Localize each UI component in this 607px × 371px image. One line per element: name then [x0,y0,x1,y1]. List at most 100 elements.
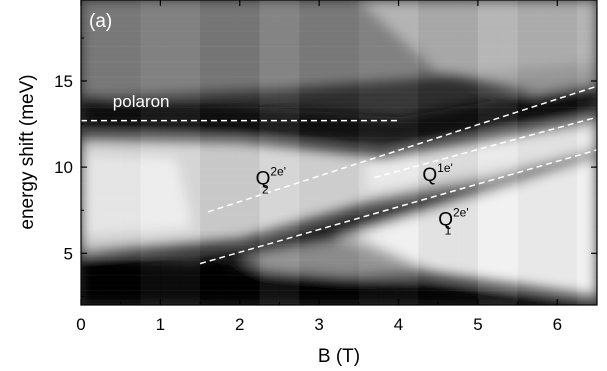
noise-row [81,254,597,255]
x-tick-label: 1 [156,315,165,334]
noise-row [81,239,597,240]
noise-row [81,167,597,169]
noise-row [81,36,597,37]
noise-row [81,234,597,235]
dark-diagonal-band [200,149,597,271]
field-column [497,0,518,305]
field-column [219,0,240,305]
noise-row [81,56,597,57]
q2-label: Q2e' 2 [256,164,286,196]
noise-row [81,61,597,63]
noise-row [81,127,597,128]
x-axis: 0 1 2 3 4 5 6 [76,0,562,334]
field-column [398,0,419,305]
x-tick-label: 2 [235,315,244,334]
lower-mid-region [239,236,439,278]
middle-light-core [366,127,597,192]
noise-row [81,244,597,246]
noise-row [81,106,597,108]
noise-row [81,91,597,93]
x-axis-title: B (T) [318,346,360,367]
upper-light-streak [358,0,597,107]
noise-row [81,142,597,143]
noise-row [81,163,597,164]
q1-2e-line [199,149,597,265]
noise-row [81,188,597,189]
noise-row [81,132,597,133]
noise-row [81,51,597,52]
field-column [477,0,498,305]
field-column [279,0,300,305]
annotations: polaron Q2e' 2 Q1e' Q2e' 1 [113,92,469,238]
plot-frame [80,0,598,306]
noise-row [81,30,597,32]
noise-row [81,264,597,265]
noise-row [81,280,597,281]
x-tick-label: 3 [314,315,323,334]
field-column [418,0,439,305]
y-axis: 5 10 15 [54,37,597,297]
noise-row [81,158,597,159]
noise-row [81,137,597,139]
heatmap-area [80,0,598,306]
noise-row [81,173,597,174]
q2-2e-line [207,85,597,213]
polaron-label: polaron [113,92,170,111]
x-tick-label: 6 [553,315,562,334]
x-tick-label: 5 [473,315,482,334]
noise-row [81,15,597,17]
noise-row [81,213,597,215]
field-column [378,0,399,305]
guide-lines [81,85,597,265]
q1e-label: Q1e' [422,161,452,186]
noise-row [81,41,597,42]
noise-row [81,183,597,185]
field-column [259,0,280,305]
field-column [160,0,181,305]
noise-row [81,300,597,301]
noise-row [81,289,597,291]
noise-row [81,208,597,209]
noise-row [81,203,597,204]
noise-row [81,81,597,82]
noise-row [81,193,597,194]
field-column [200,0,220,305]
y-tick-label: 15 [54,72,73,91]
noise-row [81,112,597,113]
x-tick-label: 0 [76,315,85,334]
noise-row [81,76,597,78]
noise-row [81,249,597,250]
noise-row [81,122,597,124]
q1e-line [374,116,597,179]
noise-row [81,20,597,21]
noise-row [81,5,597,6]
noise-row [81,71,597,72]
y-tick-label: 10 [54,158,73,177]
noise-row [81,117,597,118]
bottom-dark-region [81,255,597,305]
left-light-core [81,153,193,237]
y-axis-title: energy shift (meV) [17,74,38,229]
noise-row [81,259,597,261]
y-tick-label: 5 [64,244,73,263]
noise-row [81,295,597,296]
noise-row [81,274,597,276]
q1-label: Q2e' 1 [438,206,468,238]
noise-row [81,198,597,200]
noise-row [81,285,597,286]
x-tick-label: 4 [394,315,403,334]
field-column [180,0,200,305]
noise-row [81,86,597,87]
lower-bright-region [335,156,597,297]
noise-row [81,228,597,230]
field-column [438,0,458,305]
noise-row [81,219,597,220]
noise-row [81,10,597,11]
field-column [358,0,379,305]
noise-row [81,178,597,179]
field-column [458,0,478,305]
noise-row [81,269,597,270]
noise-row [81,66,597,67]
noise-row [81,152,597,154]
